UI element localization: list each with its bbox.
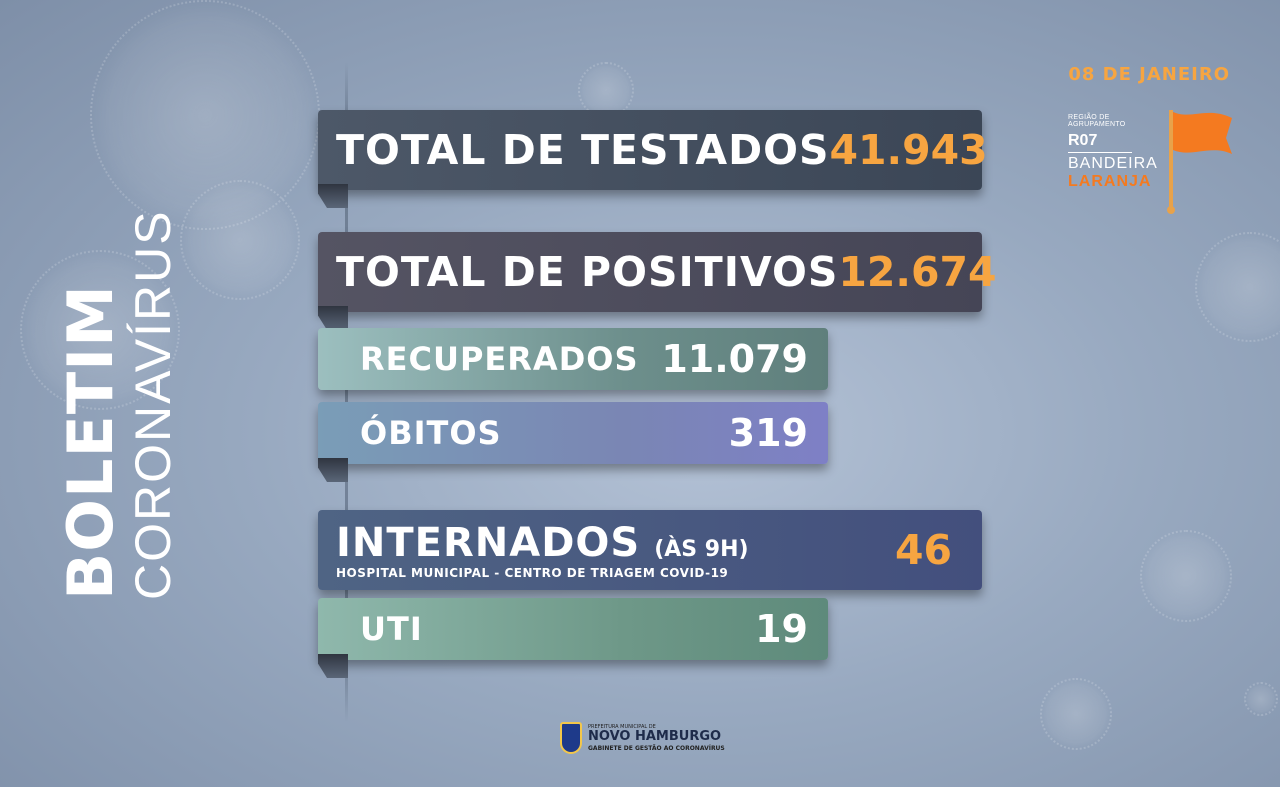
- stat-recuperados-label: RECUPERADOS: [360, 340, 639, 378]
- region-heading: REGIÃO DE AGRUPAMENTO: [1068, 114, 1126, 128]
- stat-uti: UTI 19: [318, 598, 828, 678]
- virus-decoration: [1140, 530, 1232, 622]
- stat-recuperados-value: 11.079: [661, 337, 808, 381]
- stat-internados-text: INTERNADOS (ÀS 9H) HOSPITAL MUNICIPAL - C…: [336, 520, 749, 580]
- city-crest-icon: [560, 722, 582, 754]
- virus-decoration: [1244, 682, 1278, 716]
- stat-internados-label: INTERNADOS: [336, 520, 641, 566]
- footer-line1: PREFEITURA MUNICIPAL DE: [588, 724, 656, 731]
- side-title-bold: BOLETIM: [54, 284, 127, 600]
- region-code: R07: [1068, 132, 1098, 149]
- footer-line2: NOVO HAMBURGO: [588, 729, 722, 745]
- stat-positivos-label: TOTAL DE POSITIVOS: [336, 248, 839, 296]
- side-title-light: CORONAVÍRUS: [125, 209, 181, 600]
- stat-testados-label: TOTAL DE TESTADOS: [336, 126, 830, 174]
- stat-uti-value: 19: [755, 607, 808, 651]
- stat-testados-value: 41.943: [829, 126, 988, 174]
- stat-internados-sub: HOSPITAL MUNICIPAL - CENTRO DE TRIAGEM C…: [336, 566, 729, 580]
- stat-internados-time: (ÀS 9H): [654, 537, 749, 562]
- ribbon-fold: [318, 654, 348, 678]
- flag-color-label: LARANJA: [1068, 173, 1152, 190]
- flag-icon: [1167, 110, 1232, 214]
- stat-positivos: TOTAL DE POSITIVOS 12.674: [318, 232, 997, 330]
- date-label: 08 DE JANEIRO: [1068, 64, 1230, 85]
- region-info: REGIÃO DE AGRUPAMENTO R07 BANDEIRA LARAN…: [1068, 114, 1168, 191]
- region-divider: [1068, 152, 1132, 153]
- footer-logo: PREFEITURA MUNICIPAL DE NOVO HAMBURGO GA…: [560, 722, 725, 754]
- side-title: BOLETIM CORONAVÍRUS: [54, 209, 181, 600]
- ribbon-fold: [318, 458, 348, 482]
- virus-decoration: [1040, 678, 1112, 750]
- stat-internados: INTERNADOS (ÀS 9H) HOSPITAL MUNICIPAL - C…: [318, 510, 982, 590]
- stat-positivos-value: 12.674: [838, 248, 997, 296]
- virus-decoration: [20, 250, 180, 410]
- stat-testados: TOTAL DE TESTADOS 41.943: [318, 110, 988, 208]
- stat-internados-value: 46: [894, 526, 952, 574]
- stat-uti-label: UTI: [360, 610, 423, 648]
- virus-decoration: [180, 180, 300, 300]
- ribbon-fold: [318, 184, 348, 208]
- stat-obitos-label: ÓBITOS: [360, 414, 502, 452]
- ribbon-stem: [345, 62, 348, 722]
- stat-obitos: ÓBITOS 319: [318, 402, 828, 482]
- footer-text: PREFEITURA MUNICIPAL DE NOVO HAMBURGO GA…: [588, 724, 725, 751]
- footer-line3: GABINETE DE GESTÃO AO CORONAVÍRUS: [588, 744, 725, 752]
- virus-decoration: [1195, 232, 1280, 342]
- stat-recuperados: RECUPERADOS 11.079: [318, 328, 828, 390]
- ribbon-fold: [318, 306, 348, 330]
- stat-obitos-value: 319: [728, 411, 808, 455]
- flag-label: BANDEIRA: [1068, 155, 1158, 172]
